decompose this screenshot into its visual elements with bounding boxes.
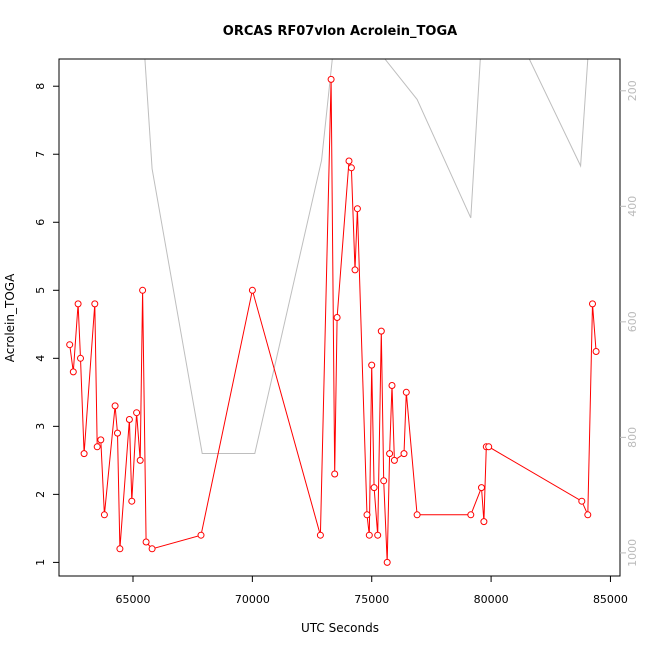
data-point xyxy=(386,450,394,458)
x-tick-label: 85000 xyxy=(593,593,628,606)
data-point xyxy=(584,511,592,519)
y2-tick-label: 800 xyxy=(626,427,639,448)
data-point xyxy=(390,456,398,464)
data-point xyxy=(316,531,324,539)
data-point xyxy=(351,266,359,274)
data-point xyxy=(128,497,136,505)
x-tick-label: 75000 xyxy=(354,593,389,606)
data-point xyxy=(377,327,385,335)
y-tick-label: 5 xyxy=(34,287,47,294)
chart-title: ORCAS RF07vlon Acrolein_TOGA xyxy=(223,24,457,39)
series-line xyxy=(69,79,597,563)
y-axis-label: Acrolein_TOGA xyxy=(3,273,17,362)
axes-layer: 65000 70000 75000 80000 85000 1 2 3 4 5 6 7 8 200 400 6… xyxy=(34,80,639,606)
data-point xyxy=(363,511,371,519)
data-point xyxy=(148,545,156,553)
y-tick-label: 4 xyxy=(34,355,47,362)
y-tick-label: 6 xyxy=(34,219,47,226)
x-axis-label: UTC Seconds xyxy=(301,621,379,635)
data-point xyxy=(480,518,488,526)
data-point xyxy=(333,314,341,321)
data-point xyxy=(91,300,99,308)
data-point xyxy=(327,75,335,83)
data-point xyxy=(97,436,105,444)
markers-layer xyxy=(66,75,600,566)
y2-tick-label: 200 xyxy=(626,80,639,101)
data-point xyxy=(142,538,150,546)
data-point xyxy=(77,354,84,362)
y2-tick-label: 400 xyxy=(626,196,639,217)
data-point xyxy=(74,300,82,308)
data-point xyxy=(114,429,121,437)
data-point xyxy=(69,368,77,376)
data-point xyxy=(400,450,408,458)
data-point xyxy=(93,443,101,451)
data-point xyxy=(485,443,493,451)
data-point xyxy=(402,388,410,396)
y-tick-label: 8 xyxy=(34,83,47,90)
data-point xyxy=(133,409,141,417)
data-point xyxy=(197,531,205,539)
data-point xyxy=(345,157,353,165)
data-point xyxy=(370,484,378,492)
data-point xyxy=(374,531,382,539)
secondary-series-line xyxy=(144,59,589,454)
data-point xyxy=(80,450,88,458)
y-tick-label: 1 xyxy=(34,559,47,566)
y2-tick-label: 600 xyxy=(626,311,639,332)
data-point xyxy=(467,511,475,519)
data-point xyxy=(388,382,396,389)
y-tick-label: 7 xyxy=(34,151,47,158)
data-point xyxy=(125,416,133,423)
data-point xyxy=(592,348,600,355)
data-point xyxy=(353,205,361,213)
data-point xyxy=(478,484,485,492)
y-tick-label: 3 xyxy=(34,423,47,430)
data-point xyxy=(578,497,586,505)
data-point xyxy=(347,164,355,172)
data-point xyxy=(383,558,391,566)
data-point xyxy=(139,286,147,294)
data-point xyxy=(66,341,74,349)
data-point xyxy=(111,402,119,410)
data-point xyxy=(589,300,596,308)
x-tick-label: 70000 xyxy=(235,593,270,606)
data-point xyxy=(331,470,339,478)
data-point xyxy=(248,286,256,294)
x-tick-label: 80000 xyxy=(474,593,509,606)
data-point xyxy=(413,511,421,519)
x-tick-label: 65000 xyxy=(116,593,151,606)
series-layer xyxy=(69,59,597,563)
data-point xyxy=(136,456,144,464)
data-point xyxy=(365,531,373,539)
data-point xyxy=(100,511,108,519)
y-tick-label: 2 xyxy=(34,491,47,498)
data-point xyxy=(368,361,376,369)
data-point xyxy=(116,545,124,553)
y2-tick-label: 1000 xyxy=(626,539,639,567)
data-point xyxy=(380,477,388,485)
